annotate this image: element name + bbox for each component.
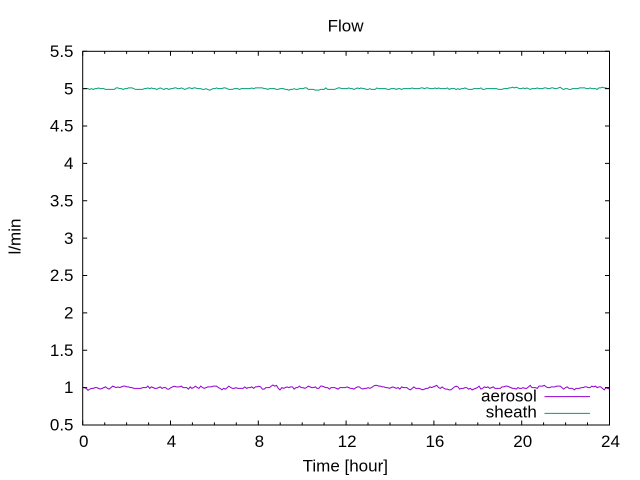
- svg-text:2.5: 2.5: [50, 266, 74, 285]
- svg-text:8: 8: [255, 432, 264, 451]
- svg-text:1.5: 1.5: [50, 341, 74, 360]
- svg-text:3: 3: [64, 229, 73, 248]
- svg-text:5.5: 5.5: [50, 42, 74, 61]
- svg-text:16: 16: [425, 432, 444, 451]
- svg-text:Flow: Flow: [328, 16, 365, 35]
- svg-text:12: 12: [338, 432, 357, 451]
- svg-text:aerosol: aerosol: [481, 386, 537, 405]
- svg-text:2: 2: [64, 303, 73, 322]
- svg-text:24: 24: [601, 432, 620, 451]
- svg-text:l/min: l/min: [6, 219, 25, 255]
- svg-text:Time [hour]: Time [hour]: [303, 457, 388, 476]
- svg-text:20: 20: [513, 432, 532, 451]
- svg-text:0.5: 0.5: [50, 416, 74, 435]
- svg-text:4: 4: [167, 432, 176, 451]
- svg-text:1: 1: [64, 378, 73, 397]
- svg-text:sheath: sheath: [486, 402, 537, 421]
- svg-text:4.5: 4.5: [50, 117, 74, 136]
- svg-text:4: 4: [64, 154, 73, 173]
- svg-text:0: 0: [79, 432, 88, 451]
- svg-text:5: 5: [64, 79, 73, 98]
- svg-text:3.5: 3.5: [50, 191, 74, 210]
